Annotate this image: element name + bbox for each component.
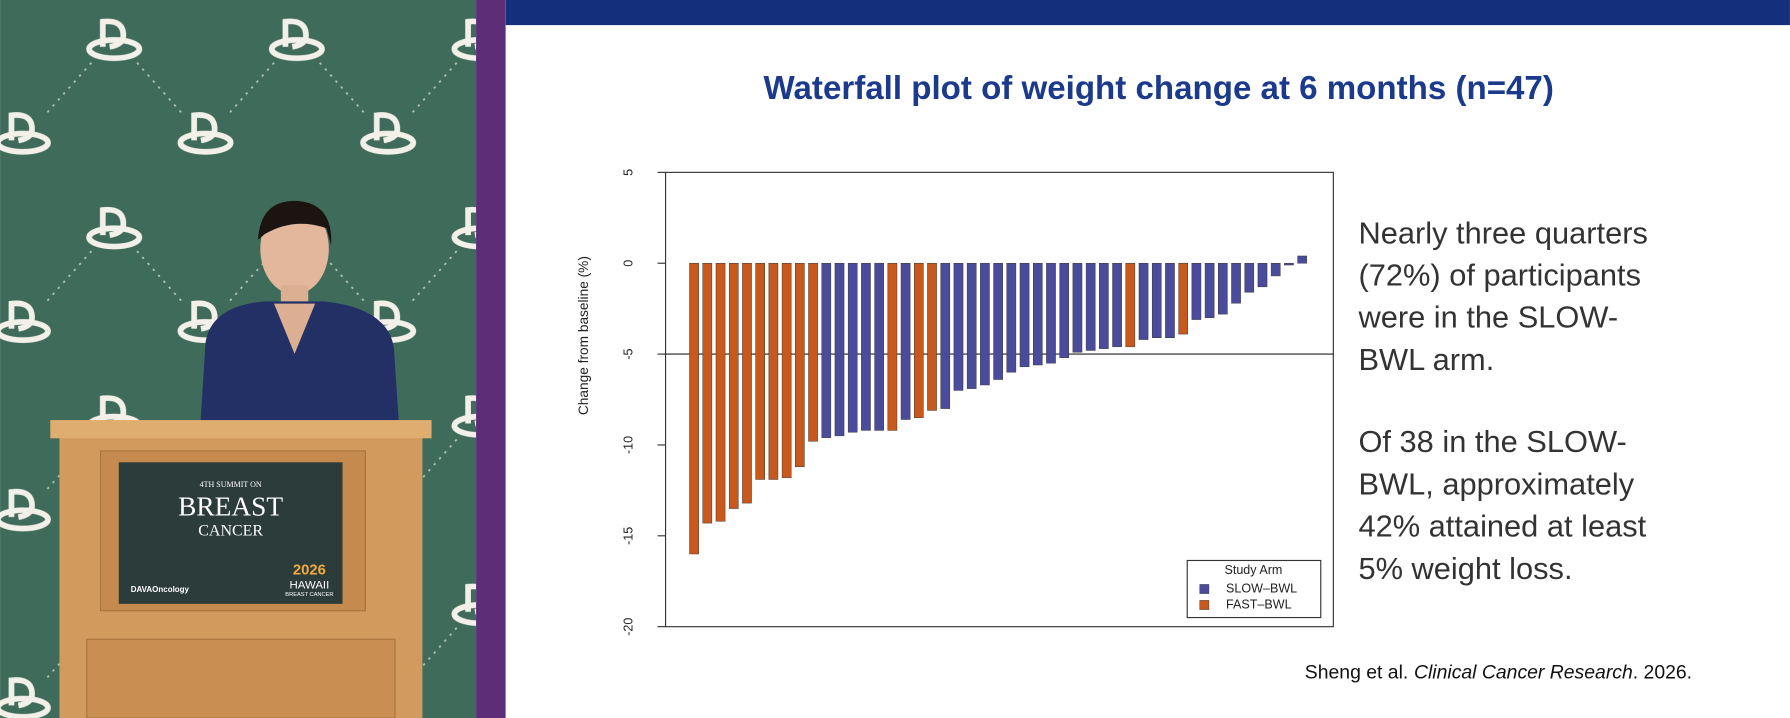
bar [781, 263, 792, 478]
chart: Change from baseline (%) -20 -15 -10 -5 0 5 St… [576, 169, 1334, 636]
sign-text: HAWAII [290, 580, 330, 592]
plot-frame [664, 171, 1334, 628]
speaker [199, 200, 400, 434]
bar [874, 263, 884, 431]
slide-title: Waterfall plot of weight change at 6 mon… [764, 70, 1554, 107]
legend-title: Study Arm [1224, 563, 1282, 577]
bar [1284, 263, 1294, 266]
citation-authors: Sheng et al. [1305, 662, 1409, 684]
y-tick-label: -20 [621, 618, 635, 636]
slide-paragraph-line: 5% weight loss. [1358, 551, 1572, 586]
sign-text: DAVAOncology [131, 585, 190, 594]
bar [1032, 263, 1043, 366]
bar [742, 263, 752, 504]
bar [953, 263, 964, 391]
y-tick-label: 0 [621, 260, 635, 267]
y-tick-label: -10 [621, 436, 635, 454]
bar [940, 263, 951, 409]
bar [900, 263, 911, 420]
slide-banner [505, 0, 1790, 26]
podium: 4TH SUMMIT ON BREAST CANCER DAVAOncology… [50, 420, 432, 718]
legend-swatch [1199, 584, 1210, 594]
bar [927, 263, 937, 411]
bar [795, 263, 805, 467]
bar [715, 263, 726, 522]
bar [1046, 263, 1056, 364]
bar [702, 263, 713, 524]
divider [476, 0, 506, 718]
bar [768, 263, 779, 480]
bar [808, 263, 818, 442]
citation-journal: Clinical Cancer Research [1414, 662, 1633, 684]
bar [1218, 263, 1228, 315]
y-tick-label: -15 [621, 527, 635, 545]
bar [1059, 263, 1070, 358]
slide-paragraph-line: Of 38 in the SLOW- [1358, 424, 1626, 459]
legend-swatch [1199, 600, 1210, 610]
sign-text: BREAST [178, 491, 283, 521]
bar [1244, 263, 1255, 293]
bar [1204, 263, 1215, 318]
bar [1270, 263, 1281, 277]
bar [980, 263, 990, 386]
sign-text: 2026 [293, 563, 326, 579]
slide-paragraph-line: BWL arm. [1358, 342, 1494, 377]
bar [1072, 263, 1083, 353]
slide-paragraph-line: BWL, approximately [1358, 466, 1634, 501]
legend-label: FAST–BWL [1226, 597, 1292, 611]
bar [861, 263, 871, 431]
citation-year: . 2026. [1633, 662, 1692, 684]
bar [1019, 263, 1030, 368]
bar [1191, 263, 1202, 320]
bar [1151, 263, 1162, 338]
slide-paragraph-line: Nearly three quarters [1358, 215, 1647, 250]
bar [887, 263, 898, 431]
bar [914, 263, 924, 418]
citation: Sheng et al. Clinical Cancer Research. 20… [1305, 662, 1692, 684]
bar [1165, 263, 1175, 338]
sign-text: 4TH SUMMIT ON [200, 480, 262, 489]
bar [834, 263, 845, 437]
y-axis-label: Change from baseline (%) [576, 256, 591, 415]
bar [1112, 263, 1122, 348]
bar [755, 263, 765, 480]
bar [966, 263, 977, 389]
bar [1125, 263, 1136, 348]
bar [1297, 255, 1307, 264]
slide-text: Nearly three quarters (72%) of participan… [1357, 215, 1647, 586]
bar [1099, 263, 1109, 349]
y-tick-label: 5 [621, 169, 635, 176]
bar [1085, 263, 1096, 351]
sign-text: BREAST CANCER [285, 592, 333, 598]
bar [1257, 263, 1268, 288]
slide-paragraph-line: (72%) of participants [1358, 258, 1641, 293]
legend-box [1186, 559, 1322, 619]
bar [1231, 263, 1241, 304]
bar [728, 263, 739, 509]
sign-text: CANCER [198, 523, 263, 540]
bar [847, 263, 858, 433]
legend-label: SLOW–BWL [1226, 581, 1297, 595]
slide-paragraph-line: were in the SLOW- [1357, 300, 1618, 335]
bar [821, 263, 832, 438]
bar [1138, 263, 1149, 340]
slide-paragraph-line: 42% attained at least [1358, 509, 1646, 544]
y-tick-label: -5 [621, 348, 635, 359]
bar [993, 263, 1003, 380]
bar [1178, 263, 1188, 335]
bar [689, 263, 699, 555]
bar [1006, 263, 1017, 373]
